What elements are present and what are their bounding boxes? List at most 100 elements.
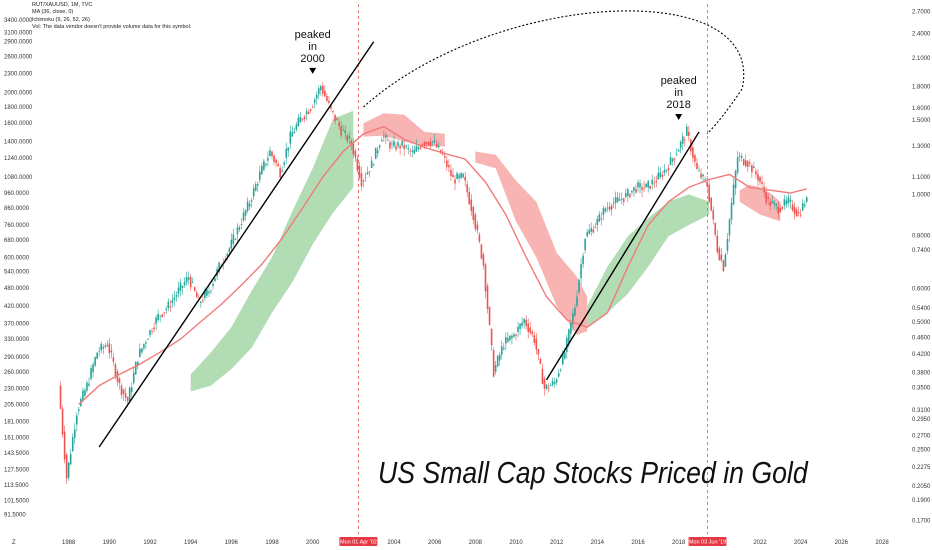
candle-body bbox=[561, 353, 564, 365]
candle-body bbox=[468, 191, 471, 205]
right-tick-label: 1.6000 bbox=[912, 106, 931, 112]
candle-body bbox=[435, 144, 438, 148]
candle-body bbox=[387, 139, 389, 141]
candle-body bbox=[488, 307, 491, 325]
x-tick-label: 2024 bbox=[794, 540, 808, 546]
annotation-text: peaked bbox=[295, 29, 331, 41]
legend-symbol[interactable]: RUT/XAUUSD, 1M, TVC bbox=[32, 2, 93, 8]
candle-body bbox=[226, 253, 229, 256]
candle-body bbox=[795, 209, 798, 217]
candle-body bbox=[805, 197, 808, 202]
candle-body bbox=[334, 114, 336, 121]
candle-body bbox=[677, 149, 680, 152]
candle-body bbox=[753, 166, 755, 169]
candle-body bbox=[456, 173, 458, 179]
candle-body bbox=[622, 198, 625, 202]
candle-body bbox=[584, 238, 586, 251]
right-tick-label: 0.1900 bbox=[912, 498, 931, 504]
candle-body bbox=[112, 357, 115, 362]
candle-body bbox=[195, 292, 198, 298]
legend-ma[interactable]: MA (36, close, 0) bbox=[32, 9, 74, 16]
candle-body bbox=[332, 110, 334, 112]
candle-body bbox=[212, 283, 214, 286]
x-tick-label: 2016 bbox=[631, 540, 645, 546]
candle-body bbox=[606, 207, 609, 209]
candle-body bbox=[108, 343, 111, 353]
candle-body bbox=[655, 181, 658, 183]
candle-body bbox=[425, 142, 428, 144]
candle-body bbox=[580, 264, 582, 279]
annotation-text: peaked bbox=[661, 75, 697, 87]
candle-body bbox=[519, 323, 521, 329]
candle-body bbox=[397, 142, 399, 146]
x-tick-label: 1990 bbox=[103, 540, 117, 546]
candle-body bbox=[801, 203, 804, 211]
ma-line bbox=[78, 125, 807, 405]
candle-body bbox=[183, 281, 186, 286]
candle-body bbox=[509, 335, 511, 341]
candle-body bbox=[370, 160, 373, 168]
candle-body bbox=[639, 183, 641, 188]
candle-body bbox=[159, 315, 161, 317]
right-tick-label: 0.7400 bbox=[912, 248, 931, 254]
candle-body bbox=[98, 351, 100, 353]
candle-body bbox=[210, 290, 212, 292]
candle-body bbox=[669, 157, 672, 165]
candle-body bbox=[747, 161, 749, 167]
candle-body bbox=[228, 248, 231, 253]
candle-body bbox=[374, 147, 377, 159]
cloud-bear bbox=[363, 113, 445, 147]
candle-body bbox=[122, 389, 125, 394]
candle-body bbox=[730, 203, 733, 220]
candle-body bbox=[128, 387, 131, 401]
down-arrow-icon bbox=[675, 113, 683, 120]
candle-body bbox=[531, 331, 534, 334]
candle-body bbox=[366, 172, 369, 175]
candle-body bbox=[348, 136, 351, 139]
candle-body bbox=[364, 177, 367, 179]
left-tick-label: 127.5000 bbox=[4, 467, 30, 473]
candle-body bbox=[267, 157, 269, 161]
candle-body bbox=[578, 279, 580, 293]
candle-body bbox=[317, 88, 320, 95]
candle-body bbox=[704, 179, 706, 180]
candle-body bbox=[322, 85, 324, 94]
candle-body bbox=[498, 354, 501, 361]
candle-body bbox=[472, 207, 475, 221]
candle-body bbox=[759, 176, 761, 183]
candle-body bbox=[340, 126, 342, 136]
candle-body bbox=[696, 162, 698, 169]
candle-body bbox=[553, 382, 556, 384]
candle-body bbox=[775, 204, 778, 206]
candle-body bbox=[781, 206, 784, 209]
left-tick-label: 680.0000 bbox=[4, 238, 30, 244]
candle-body bbox=[568, 329, 570, 343]
dotted-arc bbox=[363, 10, 745, 135]
right-tick-label: 2.4000 bbox=[912, 31, 931, 37]
candle-body bbox=[439, 150, 442, 154]
candle-body bbox=[618, 199, 621, 201]
candle-body bbox=[431, 141, 434, 143]
candle-body bbox=[466, 184, 468, 193]
x-tick-label: 1994 bbox=[184, 540, 198, 546]
candle-body bbox=[785, 200, 788, 205]
candle-body bbox=[604, 208, 607, 212]
ichimoku-clouds bbox=[190, 110, 781, 392]
right-tick-label: 0.4200 bbox=[912, 352, 931, 358]
candle-body bbox=[521, 322, 523, 326]
candle-body bbox=[649, 185, 651, 189]
candle-body bbox=[326, 95, 328, 101]
candle-body bbox=[653, 182, 656, 184]
left-tick-label: 600.0000 bbox=[4, 255, 30, 261]
candle-body bbox=[651, 179, 654, 185]
candle-body bbox=[545, 384, 548, 389]
candle-body bbox=[360, 173, 363, 187]
legend-ichimoku[interactable]: Ichimoku (9, 26, 52, 26) bbox=[32, 16, 90, 23]
x-tick-label: 2012 bbox=[550, 540, 564, 546]
candle-body bbox=[450, 169, 452, 176]
left-tick-label: 860.0000 bbox=[4, 206, 30, 212]
candle-body bbox=[570, 322, 572, 334]
candle-body bbox=[346, 135, 349, 142]
candle-body bbox=[708, 184, 710, 202]
